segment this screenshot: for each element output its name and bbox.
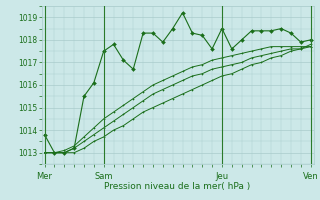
X-axis label: Pression niveau de la mer( hPa ): Pression niveau de la mer( hPa ) <box>104 182 251 191</box>
